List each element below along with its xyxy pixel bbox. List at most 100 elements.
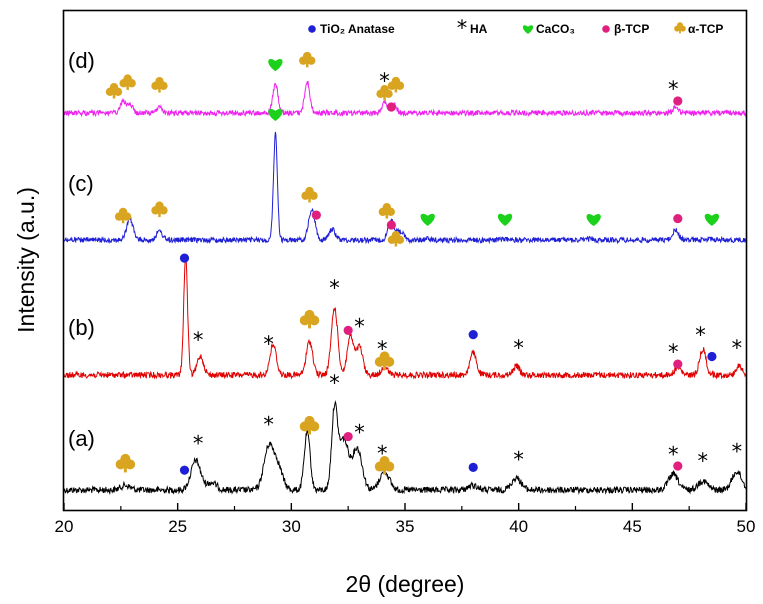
curve-label-d: (d): [68, 48, 95, 73]
peak-marker-asterisk: *: [263, 413, 274, 437]
peak-marker-circle-magenta: [343, 325, 353, 336]
x-tick-label: 45: [623, 517, 642, 536]
curve-label-a: (a): [68, 426, 95, 451]
svg-text:*: *: [354, 314, 365, 338]
peak-marker-club: [151, 77, 168, 93]
peak-marker-circle-blue: [179, 253, 190, 263]
legend-label: HA: [470, 22, 488, 36]
peak-marker-club: [105, 82, 123, 99]
peak-marker-asterisk: *: [377, 337, 388, 361]
peak-marker-circle-magenta: [673, 461, 683, 471]
peak-marker-club: [299, 309, 320, 329]
svg-text:*: *: [354, 421, 365, 445]
peak-marker-club: [119, 74, 136, 90]
svg-text:*: *: [668, 442, 679, 466]
x-axis-title: 2θ (degree): [346, 571, 465, 597]
peak-marker-club: [301, 186, 318, 203]
peak-marker-asterisk: *: [732, 336, 743, 360]
x-tick-label: 20: [55, 517, 74, 536]
peak-marker-asterisk: *: [329, 371, 340, 395]
svg-text:*: *: [513, 336, 524, 360]
series-line-d: [63, 80, 747, 118]
svg-text:*: *: [193, 432, 204, 456]
legend-label: β-TCP: [614, 22, 649, 36]
legend-entry: β-TCP: [602, 22, 649, 36]
peak-marker-asterisk: *: [193, 432, 204, 456]
peak-marker-circle-magenta: [673, 96, 683, 106]
peak-marker-heart: [497, 213, 513, 226]
peak-marker-circle-blue: [468, 462, 478, 472]
plot-frame: [62, 9, 748, 512]
legend-label: α-TCP: [688, 22, 723, 36]
peak-marker-asterisk: *: [263, 332, 274, 356]
peak-marker-circle-magenta: [673, 359, 683, 369]
peak-marker-club: [387, 230, 405, 247]
x-tick-label: 50: [737, 517, 756, 536]
peak-marker-asterisk: *: [377, 442, 388, 466]
series-line-a: [63, 399, 747, 496]
peak-marker-club: [378, 202, 396, 219]
peak-marker-circle-magenta: [343, 431, 353, 442]
peak-marker-circle-magenta: [673, 213, 683, 224]
svg-text:*: *: [698, 449, 709, 473]
peak-marker-asterisk: *: [732, 440, 743, 464]
x-tick-label: 30: [282, 517, 301, 536]
legend-entry: TiO₂ Anatase: [308, 22, 395, 36]
svg-text:*: *: [263, 332, 274, 356]
svg-text:*: *: [193, 328, 204, 352]
x-tick-label: 40: [509, 517, 528, 536]
series-line-b: [63, 257, 747, 380]
peak-marker-asterisk: *: [379, 69, 390, 93]
svg-text:*: *: [668, 77, 679, 101]
peak-marker-heart: [586, 214, 601, 227]
curve-labels: (a) (b) (c) (d): [68, 48, 95, 451]
svg-text:*: *: [377, 337, 388, 361]
peak-marker-circle-blue: [179, 465, 190, 475]
peak-marker-heart: [268, 59, 283, 72]
peak-marker-club: [374, 351, 395, 370]
curve-label-c: (c): [68, 171, 94, 196]
svg-text:*: *: [695, 323, 706, 347]
x-axis-ticks: 20 25 30 35 40 45 50: [55, 503, 756, 536]
svg-text:*: *: [668, 340, 679, 364]
svg-text:*: *: [329, 276, 340, 300]
svg-text:*: *: [732, 336, 743, 360]
peak-marker-asterisk: *: [695, 323, 706, 347]
legend-entry: * HA: [457, 16, 488, 40]
svg-text:*: *: [263, 413, 274, 437]
peak-marker-heart: [420, 213, 435, 226]
curves-layer: [63, 80, 747, 496]
peak-marker-club: [114, 207, 132, 224]
peak-marker-club: [299, 51, 316, 68]
peak-marker-club: [387, 76, 405, 93]
peak-marker-club: [151, 201, 168, 218]
peak-marker-asterisk: *: [354, 314, 365, 338]
peak-marker-asterisk: *: [668, 442, 679, 466]
legend-entry: CaCO₃: [522, 22, 575, 36]
legend-entry: α-TCP: [674, 22, 723, 36]
peak-marker-circle-blue: [707, 351, 717, 362]
peak-annotations: * * * * * * * * * * * * * * * * * * * *: [105, 51, 743, 475]
peak-marker-asterisk: *: [329, 276, 340, 300]
series-line-c: [63, 131, 747, 245]
peak-marker-asterisk: *: [193, 328, 204, 352]
peak-marker-club: [115, 453, 136, 473]
peak-marker-circle-magenta: [386, 220, 396, 230]
y-axis-title: Intensity (a.u.): [13, 187, 39, 333]
svg-text:*: *: [513, 447, 524, 471]
legend-label: CaCO₃: [536, 22, 575, 36]
peak-marker-asterisk: *: [668, 340, 679, 364]
peak-marker-circle-blue: [468, 330, 478, 340]
x-tick-label: 25: [168, 517, 187, 536]
svg-text:*: *: [732, 440, 743, 464]
legend: TiO₂ Anatase * HA CaCO₃ β-TCP α-TCP: [308, 16, 723, 40]
peak-marker-asterisk: *: [698, 449, 709, 473]
svg-text:*: *: [377, 442, 388, 466]
peak-marker-heart: [268, 108, 283, 121]
peak-marker-asterisk: *: [513, 336, 524, 360]
peak-marker-circle-magenta: [311, 210, 321, 220]
peak-marker-club: [376, 85, 393, 101]
svg-text:*: *: [329, 371, 340, 395]
svg-text:*: *: [457, 16, 468, 40]
